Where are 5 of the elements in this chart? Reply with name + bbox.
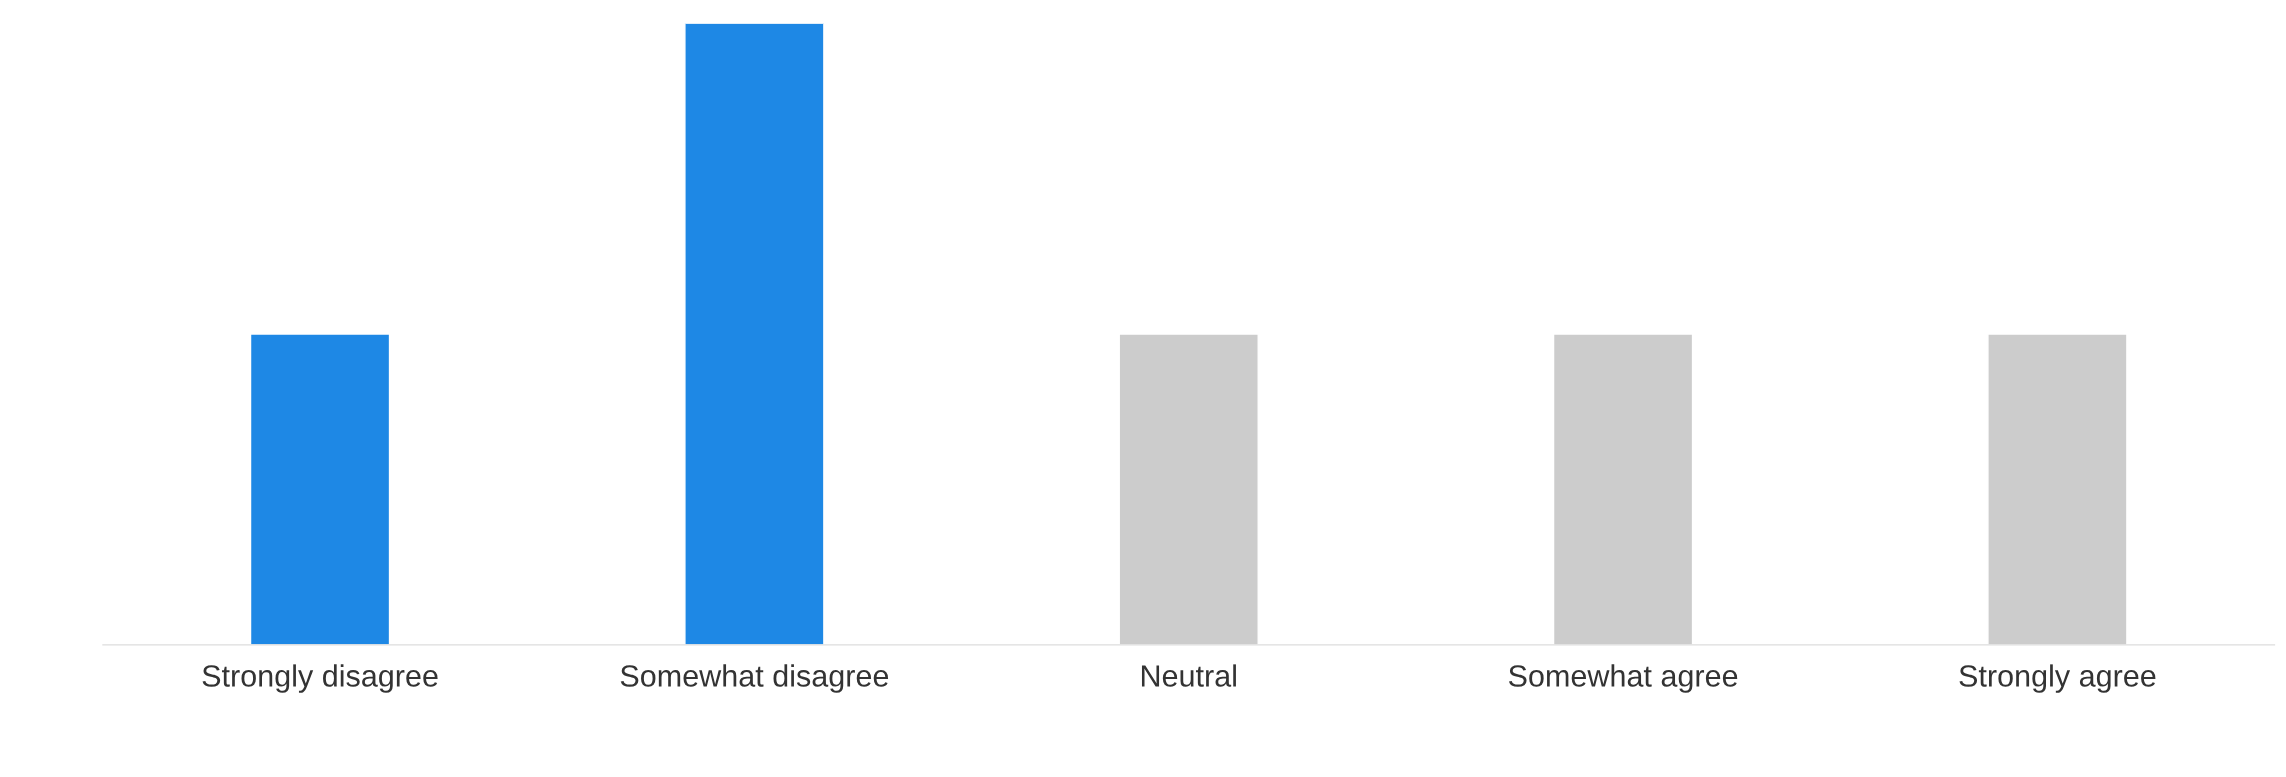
x-tick-label: Somewhat disagree <box>620 664 889 693</box>
x-tick-label: Neutral <box>1141 664 1236 687</box>
x-tick-label: Strongly disagree <box>202 664 438 693</box>
x-tick-label: Strongly agree <box>1959 664 2156 693</box>
x-tick-label: Somewhat agree <box>1508 664 1738 693</box>
